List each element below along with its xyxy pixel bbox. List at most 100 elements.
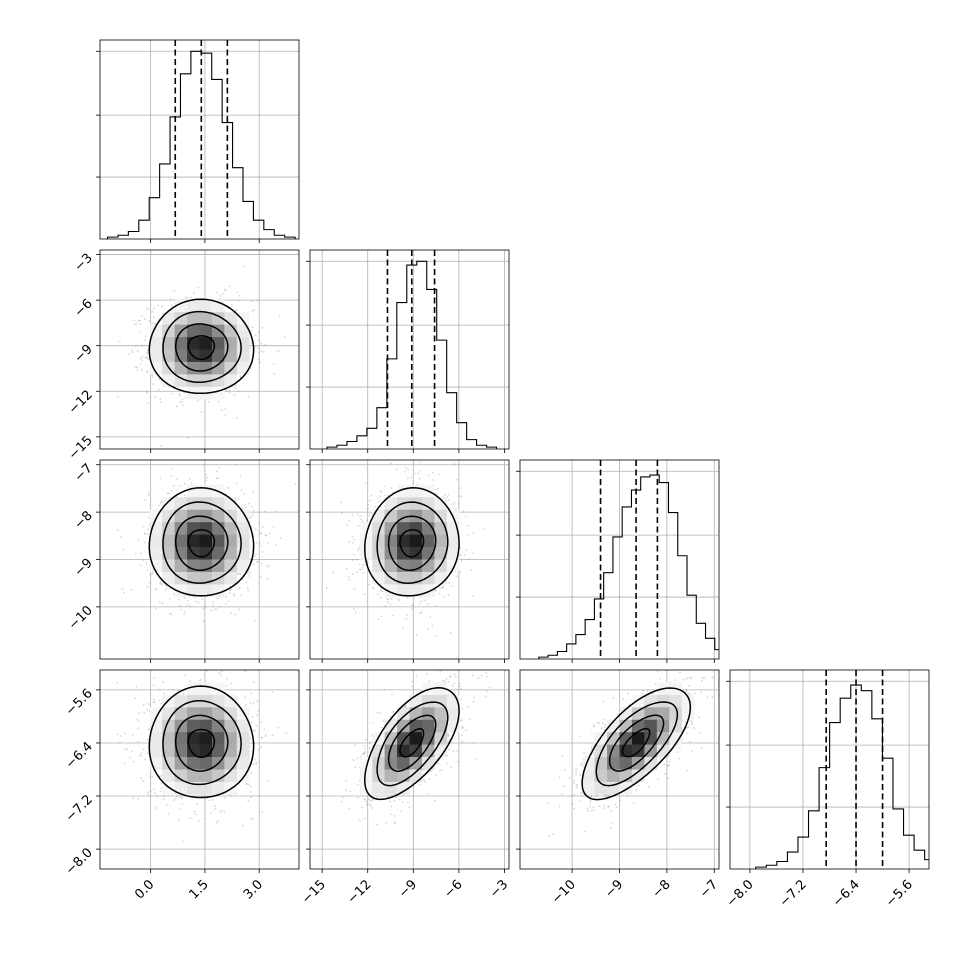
scatter-point [447, 593, 450, 596]
scatter-point [340, 501, 342, 504]
scatter-point [245, 783, 248, 785]
scatter-point [139, 552, 142, 555]
scatter-point [166, 492, 169, 495]
density-cell [162, 374, 175, 388]
scatter-point [135, 365, 138, 368]
scatter-point [371, 586, 374, 589]
scatter-point [453, 463, 456, 465]
density-cell [224, 312, 238, 325]
scatter-point [352, 541, 354, 544]
scatter-point [144, 356, 147, 359]
grid [310, 250, 509, 449]
density-cell [174, 534, 188, 548]
scatter-point [257, 558, 260, 561]
scatter-point [416, 483, 419, 486]
scatter-point [181, 398, 184, 401]
scatter-point [140, 755, 143, 758]
scatter-point [160, 583, 162, 585]
scatter-point [391, 614, 394, 617]
y-tick-label: −10 [66, 603, 96, 633]
scatter-point [254, 333, 257, 336]
scatter-point [151, 310, 154, 313]
scatter-point [160, 702, 162, 705]
density-cell [397, 584, 410, 598]
scatter-point [360, 518, 362, 521]
scatter-point [233, 394, 236, 396]
scatter-point [250, 341, 253, 344]
scatter-point [249, 737, 252, 740]
scatter-point [131, 750, 133, 753]
density-cell [211, 559, 225, 573]
density-cell [409, 559, 423, 573]
y-tick-label: −9 [72, 342, 96, 366]
scatter-point [143, 318, 146, 321]
density-cell [224, 571, 238, 585]
scatter-point [419, 612, 422, 614]
scatter-point [386, 598, 389, 601]
scatter-point [158, 378, 161, 381]
scatter-point [147, 491, 150, 494]
scatter-point [459, 553, 462, 556]
scatter-point [373, 587, 375, 590]
scatter-point [436, 488, 438, 491]
density-cell [162, 509, 175, 523]
scatter-point [206, 670, 208, 672]
scatter-point [405, 617, 408, 620]
density-cell [187, 522, 200, 535]
scatter-point [140, 752, 143, 755]
contour-3 [148, 487, 255, 597]
density-cell [174, 547, 188, 560]
scatter-point [242, 507, 244, 510]
scatter-point [247, 395, 250, 398]
scatter-point [226, 677, 229, 680]
scatter-point [217, 400, 220, 403]
scatter-point [184, 597, 187, 599]
scatter-point [216, 291, 219, 294]
density-cell [174, 337, 188, 350]
scatter-point [227, 600, 230, 603]
scatter-point [216, 470, 218, 473]
density-cell [384, 559, 398, 573]
scatter-point [250, 505, 253, 508]
scatter-point [167, 812, 170, 815]
scatter-point [451, 584, 454, 587]
scatter-point [160, 782, 162, 785]
scatter-point [180, 608, 182, 611]
scatter-point [207, 400, 210, 403]
scatter-point [161, 602, 164, 605]
scatter-point [357, 549, 360, 552]
scatter-point [182, 404, 185, 407]
density-cell [162, 312, 175, 325]
scatter-point [174, 797, 177, 800]
scatter-point [147, 494, 150, 497]
scatter-point [249, 367, 252, 370]
scatter-point [201, 598, 204, 601]
density-cell [187, 509, 200, 523]
scatter-point [134, 366, 137, 369]
scatter-point [458, 495, 461, 498]
scatter-point [353, 538, 356, 541]
scatter-point [139, 319, 141, 322]
scatter-point [145, 561, 148, 564]
scatter-point [261, 326, 264, 329]
scatter-point [152, 572, 154, 574]
scatter-point [248, 574, 251, 577]
scatter-point [256, 714, 258, 717]
scatter-point [353, 588, 356, 591]
scatter-point [146, 738, 149, 741]
scatter-point [258, 351, 260, 354]
scatter-point [259, 545, 262, 547]
density-cell [199, 312, 213, 325]
scatter-point [258, 347, 261, 350]
density-cell [421, 509, 435, 523]
scatter-point [159, 477, 162, 480]
scatter-point [152, 701, 155, 704]
density-cell [409, 484, 423, 498]
scatter-point [196, 803, 198, 805]
scatter-point [134, 697, 137, 700]
density-cell [224, 522, 238, 535]
scatter-point [450, 503, 453, 506]
density-cell [211, 534, 225, 548]
scatter-point [250, 515, 253, 518]
scatter-point [159, 790, 162, 793]
